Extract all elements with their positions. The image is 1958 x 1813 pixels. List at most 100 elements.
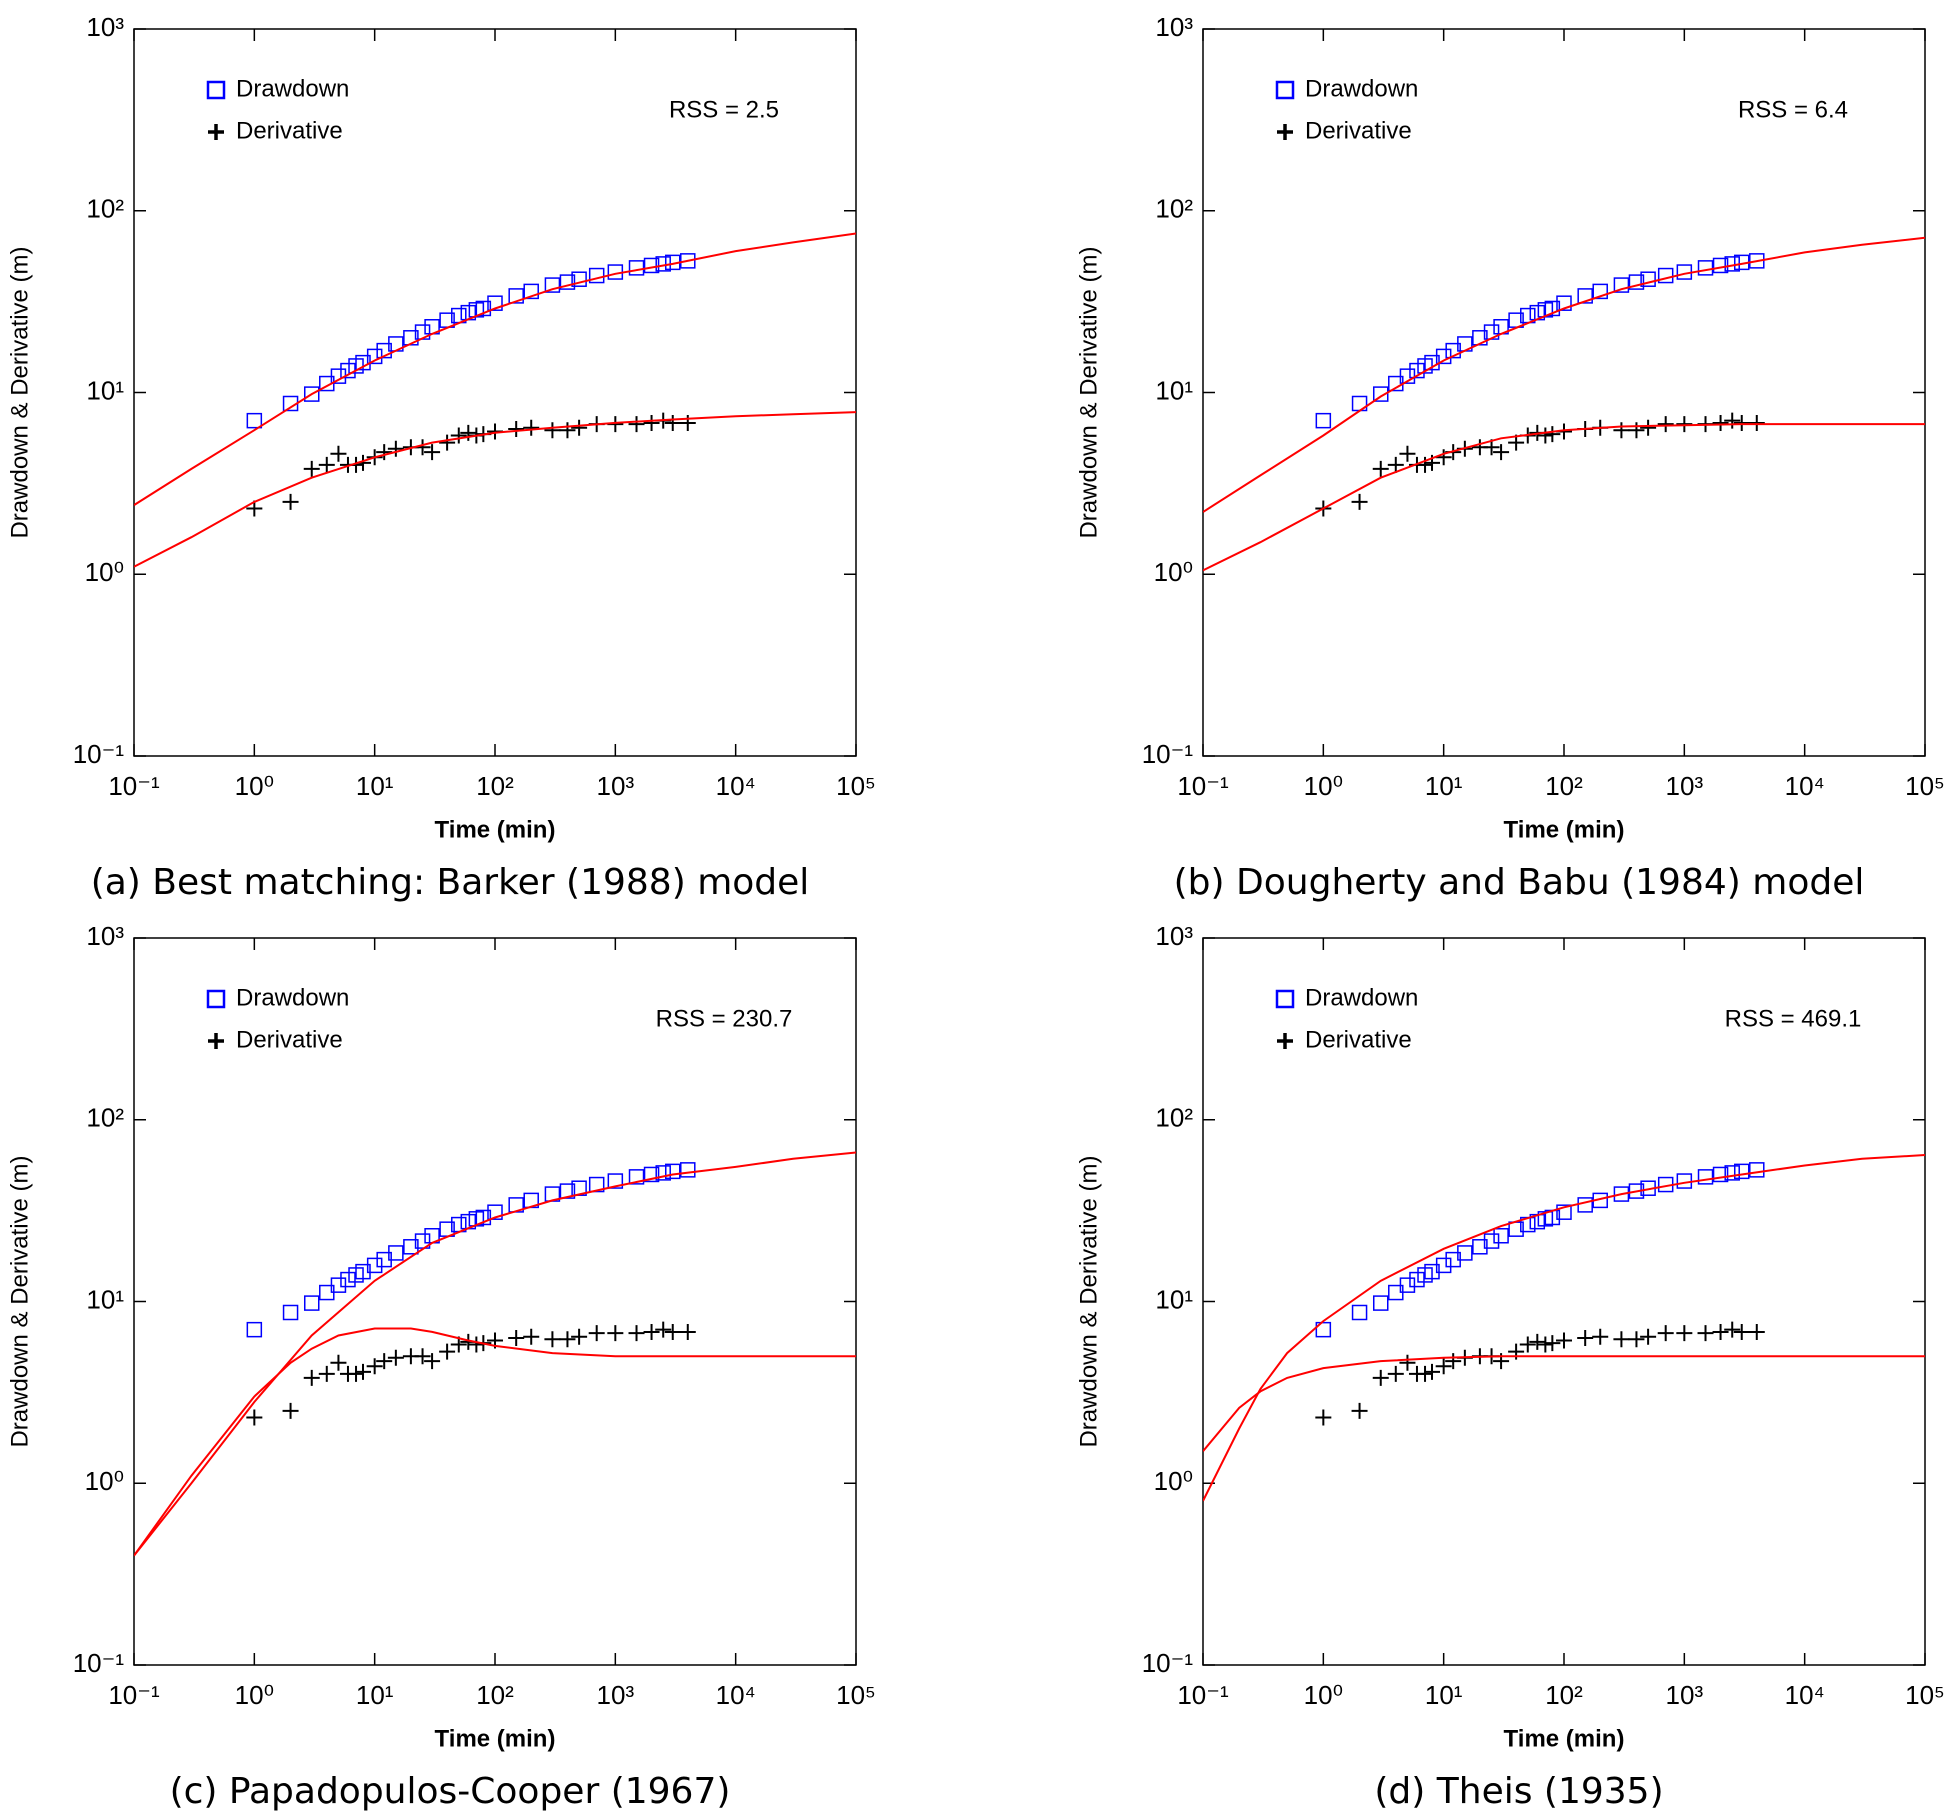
chart-panel: 10⁻¹ 10⁰ 10¹ 10² 10³ 10⁴ 10⁵ 10⁻¹ 10⁰ 10¹ 10² 10³ Ti… [1075, 921, 1945, 1812]
drawdown-point [475, 1209, 492, 1226]
drawdown-point [1676, 1173, 1693, 1189]
y-tick-label: 10¹ [1155, 1284, 1193, 1314]
x-tick-label: 10⁻¹ [1177, 1680, 1229, 1710]
derivative-point [508, 420, 525, 437]
derivative-point [1628, 422, 1645, 439]
x-tick-label: 10⁵ [1905, 1680, 1945, 1710]
y-tick-label: 10⁰ [85, 557, 124, 587]
derivative-point [571, 1328, 588, 1345]
fit-curve [134, 1327, 856, 1557]
drawdown-point [487, 1204, 503, 1220]
y-tick-label: 10⁻¹ [73, 739, 125, 769]
y-tick-label: 10⁻¹ [1142, 739, 1194, 769]
drawdown-point [628, 1169, 645, 1185]
derivative-point [1387, 456, 1404, 473]
plot-area [1203, 1154, 1925, 1502]
derivative-point [588, 1325, 605, 1342]
drawdown-point [1544, 300, 1561, 317]
y-tick-label: 10⁰ [1154, 1466, 1193, 1496]
derivative-point [303, 1369, 320, 1386]
x-tick-label: 10² [1545, 771, 1583, 801]
derivative-point [1676, 416, 1693, 433]
derivative-point [1724, 1321, 1741, 1338]
legend-label: Derivative [236, 1026, 343, 1053]
derivative-point [387, 440, 404, 457]
derivative-point [414, 1348, 431, 1365]
drawdown-point [1697, 1169, 1714, 1185]
derivative-point [1351, 1402, 1368, 1419]
derivative-point [1435, 449, 1452, 466]
legend-label: Derivative [1305, 1026, 1412, 1053]
derivative-point [1657, 416, 1674, 433]
drawdown-point [1749, 1162, 1765, 1178]
drawdown-point [1577, 288, 1593, 304]
derivative-point [1315, 1409, 1332, 1426]
drawdown-point [628, 260, 645, 276]
derivative-point [1519, 1336, 1536, 1353]
derivative-point [1613, 1331, 1630, 1348]
derivative-point [1640, 419, 1657, 436]
x-tick-label: 10⁰ [1304, 771, 1343, 801]
drawdown-point [559, 1183, 576, 1199]
drawdown-point [1315, 1321, 1332, 1338]
fit-curve [134, 1151, 856, 1557]
drawdown-point [508, 288, 524, 304]
x-tick-label: 10⁻¹ [1177, 771, 1229, 801]
derivative-point [559, 422, 576, 439]
y-tick-label: 10³ [86, 12, 124, 42]
y-axis-label: Drawdown & Derivative (m) [6, 1155, 33, 1447]
drawdown-point [1657, 267, 1674, 284]
fit-curve [134, 411, 856, 568]
derivative-point [523, 419, 540, 436]
y-tick-label: 10¹ [1155, 375, 1193, 405]
caption: (c) Papadopulos-Cooper (1967) [170, 1771, 731, 1812]
drawdown-point [1592, 283, 1608, 300]
legend-marker [206, 989, 226, 1009]
y-axis-label: Drawdown & Derivative (m) [1075, 246, 1102, 538]
plot-area [134, 1151, 856, 1557]
y-tick-label: 10³ [1155, 12, 1193, 42]
legend-marker [1275, 80, 1295, 100]
derivative-point [664, 414, 681, 431]
y-axis-label: Drawdown & Derivative (m) [6, 246, 33, 538]
derivative-point [1556, 1332, 1572, 1349]
y-tick-label: 10² [1155, 194, 1193, 224]
derivative-point [628, 1325, 645, 1342]
derivative-point [439, 1343, 456, 1360]
plot-area [134, 232, 856, 568]
derivative-point [1676, 1325, 1693, 1342]
derivative-point [348, 1365, 365, 1382]
legend-label: Derivative [236, 117, 343, 144]
fit-curve [1203, 1355, 1925, 1452]
derivative-point [1748, 414, 1765, 431]
drawdown-point [246, 412, 263, 429]
x-tick-label: 10² [476, 771, 514, 801]
derivative-point [1493, 444, 1510, 461]
drawdown-point [1628, 274, 1645, 290]
drawdown-point [1613, 1186, 1630, 1202]
drawdown-point [1613, 277, 1630, 293]
x-tick-label: 10² [476, 1680, 514, 1710]
derivative-point [1657, 1325, 1674, 1342]
drawdown-point [1472, 1239, 1488, 1255]
derivative-point [1387, 1365, 1404, 1382]
annotation: RSS = 2.5 [669, 96, 779, 123]
y-tick-label: 10³ [1155, 921, 1193, 951]
y-tick-label: 10² [86, 194, 124, 224]
y-tick-label: 10⁰ [1154, 557, 1193, 587]
derivative-point [643, 1323, 660, 1340]
fit-curve [1203, 236, 1925, 513]
drawdown-point [1315, 412, 1332, 429]
drawdown-point [1733, 1163, 1750, 1180]
legend-marker [208, 1033, 224, 1049]
drawdown-point [680, 1162, 696, 1178]
derivative-point [571, 419, 588, 436]
fit-curve [1203, 423, 1925, 572]
caption: (d) Theis (1935) [1374, 1771, 1663, 1812]
fit-curve [134, 232, 856, 506]
y-tick-label: 10¹ [86, 375, 124, 405]
drawdown-point [475, 300, 492, 317]
derivative-point [1628, 1331, 1645, 1348]
derivative-point [424, 444, 441, 461]
drawdown-point [1493, 1228, 1509, 1244]
